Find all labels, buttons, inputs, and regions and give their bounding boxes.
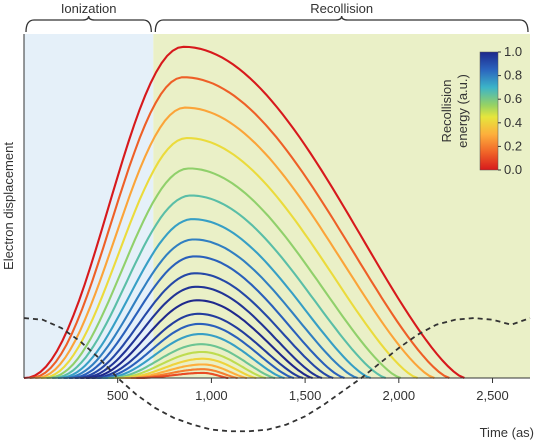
colorbar-title-line1: Recollision [439, 80, 454, 143]
y-axis-label: Electron displacement [1, 142, 16, 270]
trajectory-curve [125, 363, 248, 380]
region-bracket-recollision [154, 15, 529, 33]
colorbar-tick-label: 0.4 [504, 115, 522, 130]
trajectory-curve [68, 255, 345, 380]
trajectory-curve [97, 322, 295, 380]
trajectory-curve [102, 333, 285, 380]
x-tick-label: 1,500 [289, 388, 322, 403]
region-recollision-band [153, 34, 531, 378]
trajectory-curve [52, 194, 387, 380]
trajectory-curve [74, 272, 334, 380]
trajectory-curve [114, 350, 267, 380]
brackets: Ionization Recollision [25, 1, 529, 33]
x-tick-label: 2,500 [476, 388, 509, 403]
plot-regions [24, 34, 531, 378]
colorbar: 0.0 0.2 0.4 0.6 0.8 1.0 Recollision energy (a.u… [439, 44, 522, 177]
colorbar-gradient-bar [479, 51, 499, 171]
colorbar-tick-label: 0.2 [504, 138, 522, 153]
x-tick-label: 1,000 [195, 388, 228, 403]
x-axis-label: Time (as) [480, 425, 534, 440]
colorbar-title-line2: energy (a.u.) [455, 74, 470, 148]
trajectory-curves [23, 45, 465, 380]
x-tick-label: 500 [107, 388, 129, 403]
colorbar-tick-label: 0.0 [504, 162, 522, 177]
laser-field [23, 317, 531, 433]
colorbar-tick-label: 1.0 [504, 44, 522, 59]
region-bracket-ionization [25, 15, 152, 33]
trajectory-curve [85, 299, 313, 380]
colorbar-tick-label: 0.8 [504, 68, 522, 83]
trajectory-curve [91, 312, 304, 380]
trajectory-curve [35, 106, 435, 380]
trajectory-curve [57, 218, 372, 380]
trajectory-curve [29, 76, 450, 380]
trajectory-curve [63, 238, 358, 380]
region-label-ionization: Ionization [61, 1, 117, 16]
trajectory-curve [136, 371, 229, 380]
trajectory-curve [46, 167, 402, 380]
trajectory-curve [40, 136, 418, 380]
trajectory-curve [108, 343, 276, 380]
laser-field-dashed-curve [23, 317, 531, 433]
x-tick-label: 2,000 [383, 388, 416, 403]
colorbar-tick-label: 0.6 [504, 91, 522, 106]
region-label-recollision: Recollision [310, 1, 373, 16]
axes: 500 1,000 1,500 2,000 2,500 Time (as) Electron… [1, 34, 534, 440]
trajectory-curve [80, 285, 323, 380]
trajectory-curve [119, 357, 257, 380]
trajectory-curve [23, 45, 465, 380]
